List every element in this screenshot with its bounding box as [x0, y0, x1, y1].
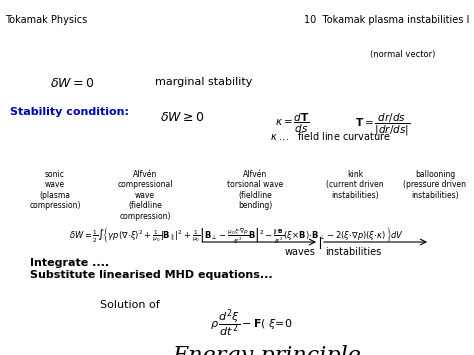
- Text: $\kappa$ ...   field line curvature: $\kappa$ ... field line curvature: [270, 130, 391, 142]
- Text: instabilities: instabilities: [325, 247, 381, 257]
- Text: ballooning
(pressure driven
instabilities): ballooning (pressure driven instabilitie…: [403, 170, 466, 200]
- Text: Alfvén
torsional wave
(fieldline
bending): Alfvén torsional wave (fieldline bending…: [227, 170, 283, 210]
- Text: marginal stability: marginal stability: [155, 77, 252, 87]
- Text: Solution of: Solution of: [100, 300, 160, 310]
- Text: Stability condition:: Stability condition:: [10, 107, 129, 117]
- Text: 10  Tokamak plasma instabilities I: 10 Tokamak plasma instabilities I: [304, 15, 469, 25]
- Text: $\delta W = 0$: $\delta W = 0$: [50, 77, 94, 90]
- Text: (normal vector): (normal vector): [370, 50, 436, 59]
- Text: $\kappa = \dfrac{d\mathbf{T}}{ds}$: $\kappa = \dfrac{d\mathbf{T}}{ds}$: [275, 112, 310, 135]
- Text: $\rho\,\dfrac{d^{2}\xi}{dt^{2}} - \mathbf{F}(\;\xi\!=\!0$: $\rho\,\dfrac{d^{2}\xi}{dt^{2}} - \mathb…: [210, 307, 293, 339]
- Text: Alfvén
compressional
wave
(fieldline
compression): Alfvén compressional wave (fieldline com…: [117, 170, 173, 220]
- Text: sonic
wave
(plasma
compression): sonic wave (plasma compression): [29, 170, 81, 210]
- Text: Tokamak Physics: Tokamak Physics: [5, 15, 87, 25]
- Text: kink
(current driven
instabilities): kink (current driven instabilities): [326, 170, 384, 200]
- Text: Integrate ....: Integrate ....: [30, 258, 109, 268]
- Text: Substitute linearised MHD equations...: Substitute linearised MHD equations...: [30, 270, 273, 280]
- Text: $\mathbf{T} = \dfrac{dr/ds}{|dr/ds|}$: $\mathbf{T} = \dfrac{dr/ds}{|dr/ds|}$: [355, 112, 410, 138]
- Text: Energy principle: Energy principle: [173, 345, 362, 355]
- Text: $\delta W \geq 0$: $\delta W \geq 0$: [160, 111, 204, 124]
- Text: waves: waves: [284, 247, 315, 257]
- Text: $\delta W = \frac{1}{2}\int\!\left\{\gamma p(\nabla\!\cdot\!\xi)^2+ \frac{1}{\mu: $\delta W = \frac{1}{2}\int\!\left\{\gam…: [69, 225, 405, 245]
